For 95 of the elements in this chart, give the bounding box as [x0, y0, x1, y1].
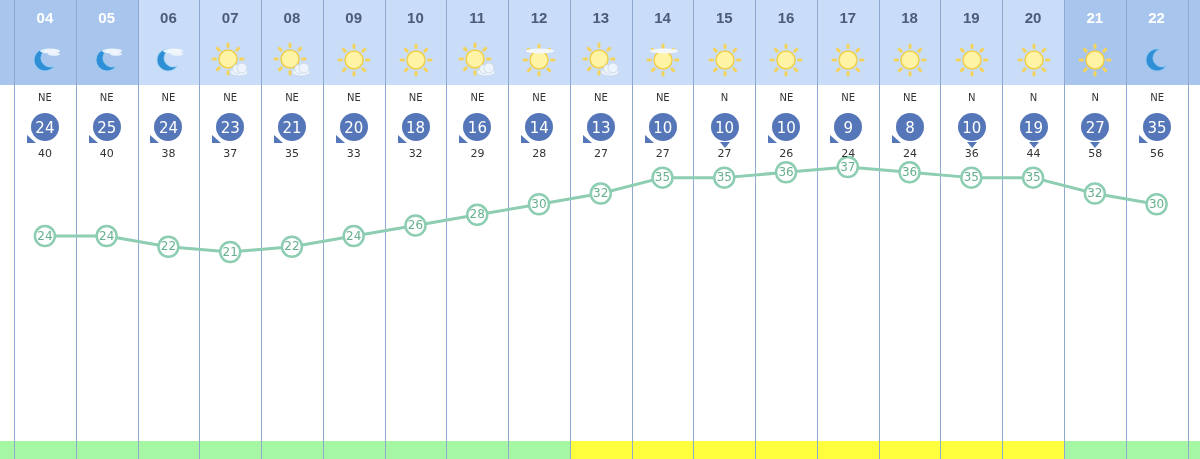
- text: 35: [1147, 118, 1167, 136]
- text: 16: [467, 118, 487, 136]
- text: NE: [346, 92, 361, 103]
- data-label: 35: [654, 170, 671, 185]
- x-tick-label: 04: [36, 8, 54, 26]
- x-tick-label: 07: [221, 8, 239, 26]
- text: 37: [223, 146, 238, 159]
- text: 26: [779, 146, 794, 159]
- text: 27: [655, 146, 670, 159]
- x-tick-label: 19: [962, 8, 980, 26]
- text: 28: [532, 146, 547, 159]
- data-label: 28: [469, 207, 485, 222]
- text: NE: [779, 92, 794, 103]
- data-label: 30: [1148, 196, 1165, 211]
- text: NE: [285, 92, 299, 103]
- text: 27: [1085, 118, 1105, 136]
- data-label: 35: [1025, 170, 1041, 185]
- text: 24: [35, 118, 55, 136]
- text: 44: [1026, 146, 1041, 159]
- text: N: [967, 92, 976, 103]
- text: 36: [964, 146, 979, 159]
- data-label: 36: [778, 164, 794, 179]
- data-label: 24: [99, 228, 115, 243]
- x-tick-label: 05: [98, 8, 115, 26]
- x-tick-label: 13: [592, 8, 610, 26]
- text: 24: [841, 146, 856, 159]
- text: NE: [99, 92, 114, 103]
- data-label: 32: [593, 186, 609, 201]
- text: NE: [1150, 92, 1164, 103]
- data-label: 35: [963, 170, 979, 185]
- x-tick-label: 20: [1024, 8, 1042, 26]
- data-label: 37: [840, 159, 856, 174]
- text: 10: [715, 118, 735, 136]
- data-label: 32: [1087, 186, 1103, 201]
- x-tick-label: 09: [345, 8, 363, 26]
- data-label: 24: [37, 228, 53, 243]
- data-label: 22: [284, 239, 300, 254]
- text: 29: [470, 146, 485, 159]
- text: 35: [285, 146, 300, 159]
- x-tick-label: 10: [407, 8, 424, 26]
- text: NE: [223, 92, 238, 103]
- x-tick-label: 22: [1148, 8, 1165, 26]
- text: NE: [161, 92, 176, 103]
- text: 21: [282, 118, 302, 136]
- text: N: [720, 92, 729, 103]
- data-label: 35: [716, 170, 732, 185]
- text: 32: [408, 146, 423, 159]
- x-tick-label: 16: [777, 8, 795, 26]
- text: NE: [903, 92, 917, 103]
- x-tick-label: 21: [1086, 8, 1104, 26]
- data-label: 30: [531, 196, 547, 211]
- text: 27: [717, 146, 732, 159]
- text: 10: [962, 118, 982, 136]
- x-tick-label: 18: [901, 8, 918, 26]
- x-tick-label: 15: [715, 8, 733, 26]
- text: 8: [905, 118, 915, 136]
- data-label: 26: [407, 218, 424, 233]
- text: 27: [594, 146, 608, 159]
- text: 10: [776, 118, 796, 136]
- text: NE: [594, 92, 608, 103]
- text: 40: [37, 146, 52, 159]
- x-tick-label: 17: [839, 8, 857, 26]
- text: 10: [653, 118, 673, 136]
- text: 18: [406, 118, 426, 136]
- text: 20: [344, 118, 364, 136]
- text: 58: [1088, 146, 1103, 159]
- text: NE: [470, 92, 485, 103]
- text: 19: [1023, 118, 1044, 136]
- data-label: 36: [901, 164, 918, 179]
- x-tick-label: 06: [160, 8, 177, 26]
- data-label: 24: [346, 228, 362, 243]
- text: 9: [843, 118, 853, 136]
- text: 25: [97, 118, 117, 136]
- text: 24: [902, 146, 917, 159]
- text: 13: [591, 118, 611, 136]
- x-tick-label: 08: [283, 8, 301, 26]
- text: 24: [158, 118, 179, 136]
- text: NE: [655, 92, 670, 103]
- data-label: 21: [222, 244, 238, 259]
- x-tick-label: 12: [530, 8, 548, 26]
- text: 56: [1150, 146, 1165, 159]
- text: NE: [532, 92, 547, 103]
- text: 33: [346, 146, 361, 159]
- text: NE: [841, 92, 856, 103]
- text: 40: [99, 146, 114, 159]
- data-label: 22: [160, 239, 177, 254]
- x-tick-label: 11: [469, 8, 486, 26]
- text: N: [1091, 92, 1100, 103]
- text: NE: [408, 92, 423, 103]
- text: 38: [161, 146, 176, 159]
- text: N: [1029, 92, 1038, 103]
- text: 23: [220, 118, 240, 136]
- text: NE: [37, 92, 52, 103]
- x-tick-label: 14: [654, 8, 672, 26]
- text: 14: [529, 118, 549, 136]
